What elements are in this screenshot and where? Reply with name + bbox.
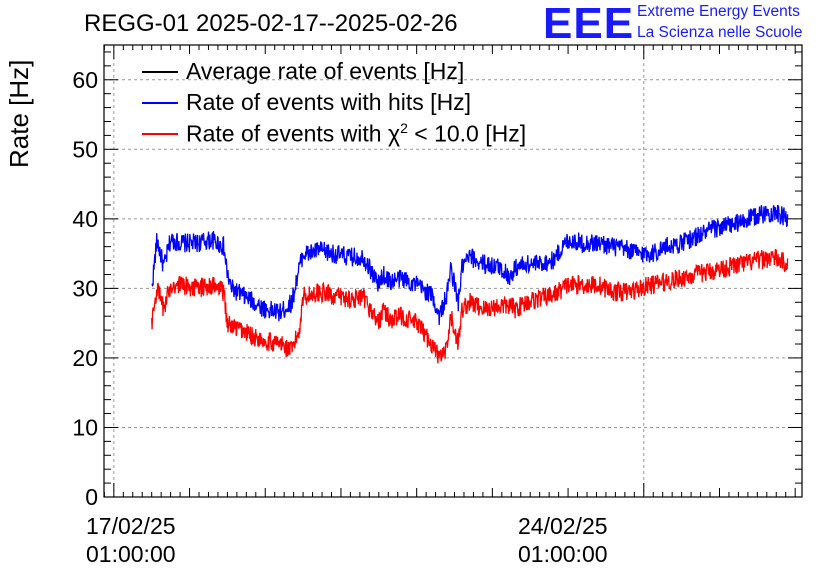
y-tick-label-10: 10 <box>72 414 98 440</box>
logo-line1: Extreme Energy Events <box>637 3 800 20</box>
logo-line2: La Scienza nelle Scuole <box>637 24 803 41</box>
x-tick-date-0: 17/02/25 <box>86 513 176 539</box>
legend-entry-hits: Rate of events with hits [Hz] <box>186 89 472 115</box>
legend-entry-chi2: Rate of events with χ2 < 10.0 [Hz] <box>186 120 526 148</box>
y-tick-label-50: 50 <box>72 136 98 162</box>
legend-entry-average: Average rate of events [Hz] <box>186 58 465 84</box>
grid <box>104 45 802 497</box>
x-tick-label-1: 24/02/25 01:00:00 <box>518 512 608 568</box>
y-tick-label-30: 30 <box>72 275 98 301</box>
eee-logo: EEE <box>543 0 635 48</box>
y-tick-label-60: 60 <box>72 67 98 93</box>
axis-ticks: 0 10 20 30 40 50 60 <box>72 45 802 510</box>
x-tick-time-1: 01:00:00 <box>518 541 608 567</box>
series-layer <box>151 204 789 364</box>
series-line-hits <box>151 204 789 326</box>
x-tick-label-0: 17/02/25 01:00:00 <box>86 512 176 568</box>
x-tick-date-1: 24/02/25 <box>518 513 608 539</box>
legend-chi-symbol: χ <box>388 120 401 147</box>
legend-chi2-suffix: < 10.0 [Hz] <box>407 120 527 147</box>
y-tick-label-40: 40 <box>72 206 98 232</box>
legend-chi-superscript: 2 <box>400 120 408 136</box>
y-axis-label: Rate [Hz] <box>4 59 34 168</box>
series-line-chi2 <box>151 249 789 364</box>
y-tick-label-20: 20 <box>72 345 98 371</box>
chart-title: REGG-01 2025-02-17--2025-02-26 <box>84 10 458 37</box>
plot-frame <box>103 44 803 498</box>
y-tick-label-0: 0 <box>85 484 98 510</box>
legend-chi2-prefix: Rate of events with <box>186 120 388 147</box>
x-tick-time-0: 01:00:00 <box>86 541 176 567</box>
legend-lines <box>142 71 178 135</box>
